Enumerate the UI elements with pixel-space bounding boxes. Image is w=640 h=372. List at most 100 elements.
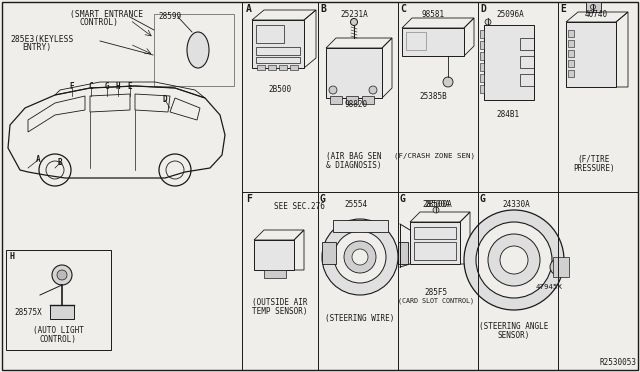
Circle shape [443, 77, 453, 87]
Text: 25096A: 25096A [496, 10, 524, 19]
Circle shape [46, 161, 64, 179]
Text: (STEERING ANGLE: (STEERING ANGLE [479, 322, 548, 331]
Text: F: F [70, 82, 74, 91]
Bar [586, 2, 601, 12]
Bar [568, 30, 574, 37]
Text: 284B1: 284B1 [497, 110, 520, 119]
Text: (AIR BAG SEN: (AIR BAG SEN [326, 152, 381, 161]
Bar [256, 47, 300, 55]
Text: G: G [105, 82, 109, 91]
Bar [257, 65, 265, 70]
Circle shape [322, 219, 398, 295]
Circle shape [369, 86, 377, 94]
Text: 285E3(KEYLESS: 285E3(KEYLESS [10, 35, 74, 44]
Text: A: A [246, 4, 252, 14]
Bar [264, 270, 286, 278]
Text: 47945X: 47945X [536, 284, 563, 290]
Text: (CARD SLOT CONTROL): (CARD SLOT CONTROL) [398, 297, 474, 304]
Ellipse shape [187, 32, 209, 68]
Text: H: H [10, 252, 15, 261]
Circle shape [57, 270, 67, 280]
Text: 28500A: 28500A [422, 200, 450, 209]
Text: (AUTO LIGHT: (AUTO LIGHT [33, 326, 83, 335]
Bar [402, 28, 464, 56]
Circle shape [334, 231, 386, 283]
Circle shape [52, 265, 72, 285]
Text: 2B500: 2B500 [268, 85, 292, 94]
Text: E: E [560, 4, 566, 14]
Text: 98820: 98820 [345, 100, 368, 109]
Text: SENSOR): SENSOR) [498, 331, 530, 340]
Text: D: D [163, 95, 167, 104]
Bar [256, 57, 300, 63]
Bar [480, 30, 484, 38]
Bar [252, 20, 304, 68]
Bar [154, 14, 234, 86]
Text: G: G [400, 194, 406, 204]
Text: (OUTSIDE AIR: (OUTSIDE AIR [252, 298, 308, 307]
Text: E: E [128, 82, 132, 91]
Text: R2530053: R2530053 [599, 358, 636, 367]
Text: CONTROL): CONTROL) [40, 335, 77, 344]
Text: PRESSURE): PRESSURE) [573, 164, 615, 173]
Text: 28500A: 28500A [424, 200, 452, 209]
Bar [568, 50, 574, 57]
Bar [326, 48, 382, 98]
Circle shape [39, 154, 71, 186]
Bar [6, 250, 111, 350]
Text: B: B [58, 158, 62, 167]
Bar [346, 96, 358, 104]
Text: 28575X: 28575X [14, 308, 42, 317]
Text: G: G [320, 194, 326, 204]
Text: (F/TIRE: (F/TIRE [578, 155, 610, 164]
Bar [322, 242, 336, 264]
Text: 40740: 40740 [584, 10, 607, 19]
Bar [568, 60, 574, 67]
Circle shape [352, 249, 368, 265]
Circle shape [485, 19, 491, 25]
Bar [330, 96, 342, 104]
Text: C: C [400, 4, 406, 14]
Text: 285F5: 285F5 [424, 288, 447, 297]
Circle shape [166, 161, 184, 179]
Text: 28599: 28599 [158, 12, 181, 21]
Text: ENTRY): ENTRY) [22, 43, 51, 52]
Circle shape [194, 56, 202, 64]
Circle shape [329, 86, 337, 94]
Bar [414, 242, 456, 260]
Circle shape [500, 246, 528, 274]
Bar [410, 222, 460, 264]
Text: TEMP SENSOR): TEMP SENSOR) [252, 307, 308, 316]
Text: 25385B: 25385B [419, 92, 447, 101]
Text: CONTROL): CONTROL) [80, 18, 119, 27]
Circle shape [550, 259, 566, 275]
Text: F: F [246, 194, 252, 204]
Bar [414, 227, 456, 239]
Text: 25554: 25554 [344, 200, 367, 209]
Bar [520, 56, 534, 68]
Bar [362, 96, 374, 104]
Bar [254, 240, 294, 270]
Bar [480, 74, 484, 82]
Bar [520, 74, 534, 86]
Bar [50, 305, 74, 319]
Bar [568, 70, 574, 77]
Circle shape [464, 210, 564, 310]
Bar [480, 41, 484, 49]
Text: (F/CRASH ZONE SEN): (F/CRASH ZONE SEN) [394, 152, 476, 158]
Text: D: D [480, 4, 486, 14]
Bar [279, 65, 287, 70]
Bar [268, 65, 276, 70]
Circle shape [433, 207, 439, 213]
Text: A: A [36, 155, 40, 164]
Bar [566, 22, 616, 87]
Text: 98581: 98581 [421, 10, 445, 19]
Bar [290, 65, 298, 70]
Bar [406, 32, 426, 50]
Bar [480, 85, 484, 93]
Circle shape [159, 154, 191, 186]
Text: SEE SEC.276: SEE SEC.276 [274, 202, 325, 211]
Bar [480, 52, 484, 60]
Circle shape [488, 234, 540, 286]
Bar [520, 38, 534, 50]
